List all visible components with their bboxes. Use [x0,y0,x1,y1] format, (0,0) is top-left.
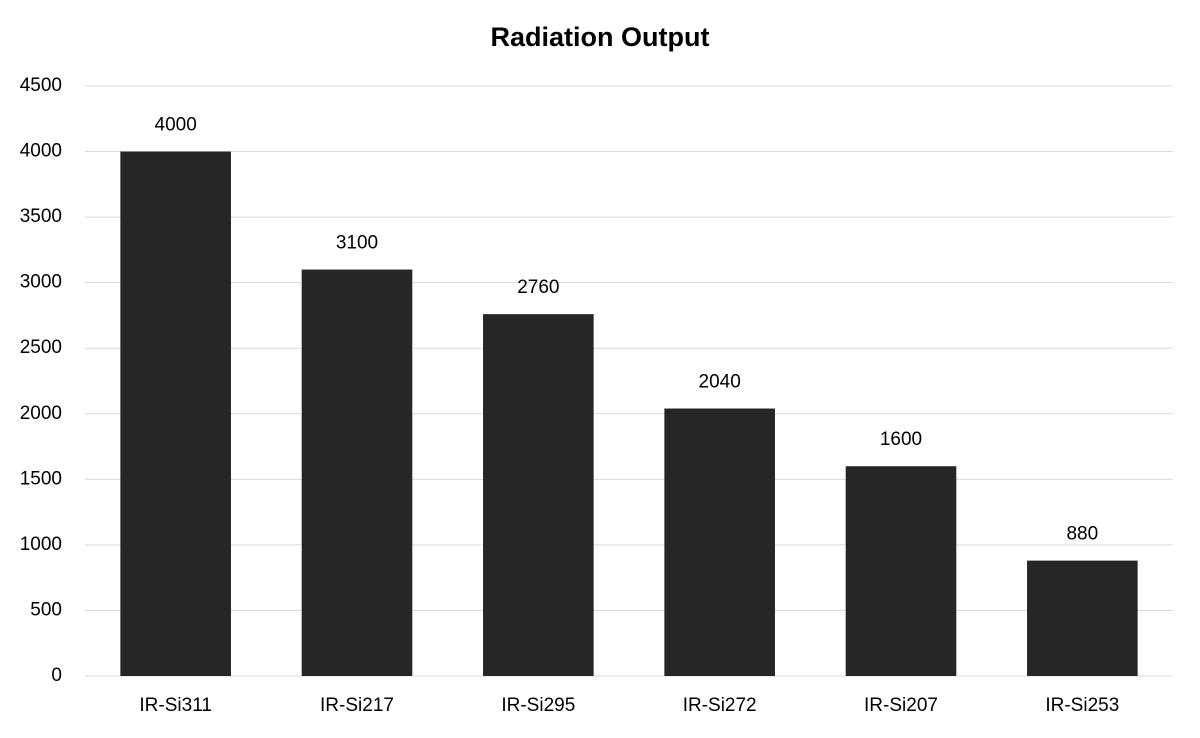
data-label: 2760 [517,277,559,298]
y-tick-label: 0 [51,665,62,686]
bar [1027,560,1138,676]
y-tick-label: 3500 [20,206,62,227]
x-tick-label: IR-Si217 [320,695,394,716]
data-label: 2040 [699,372,741,393]
data-label: 3100 [336,233,378,254]
data-label: 1600 [880,429,922,450]
y-tick-label: 1000 [20,534,62,555]
data-label: 880 [1066,524,1098,545]
y-tick-label: 500 [30,599,62,620]
y-tick-label: 2000 [20,403,62,424]
x-tick-label: IR-Si253 [1045,695,1119,716]
x-tick-label: IR-Si207 [864,695,938,716]
bar [664,408,775,676]
bar [483,314,594,676]
x-tick-label: IR-Si272 [683,695,757,716]
chart-title: Radiation Output [491,22,710,52]
y-tick-label: 3000 [20,272,62,293]
bar [301,269,413,676]
bar [120,151,231,677]
data-label: 4000 [155,115,197,136]
y-tick-label: 4500 [20,75,62,96]
y-tick-label: 1500 [20,468,62,489]
x-tick-label: IR-Si311 [139,695,212,716]
bar [845,466,957,676]
y-tick-label: 2500 [20,337,62,358]
y-tick-label: 4000 [20,141,62,162]
x-tick-label: IR-Si295 [501,695,575,716]
